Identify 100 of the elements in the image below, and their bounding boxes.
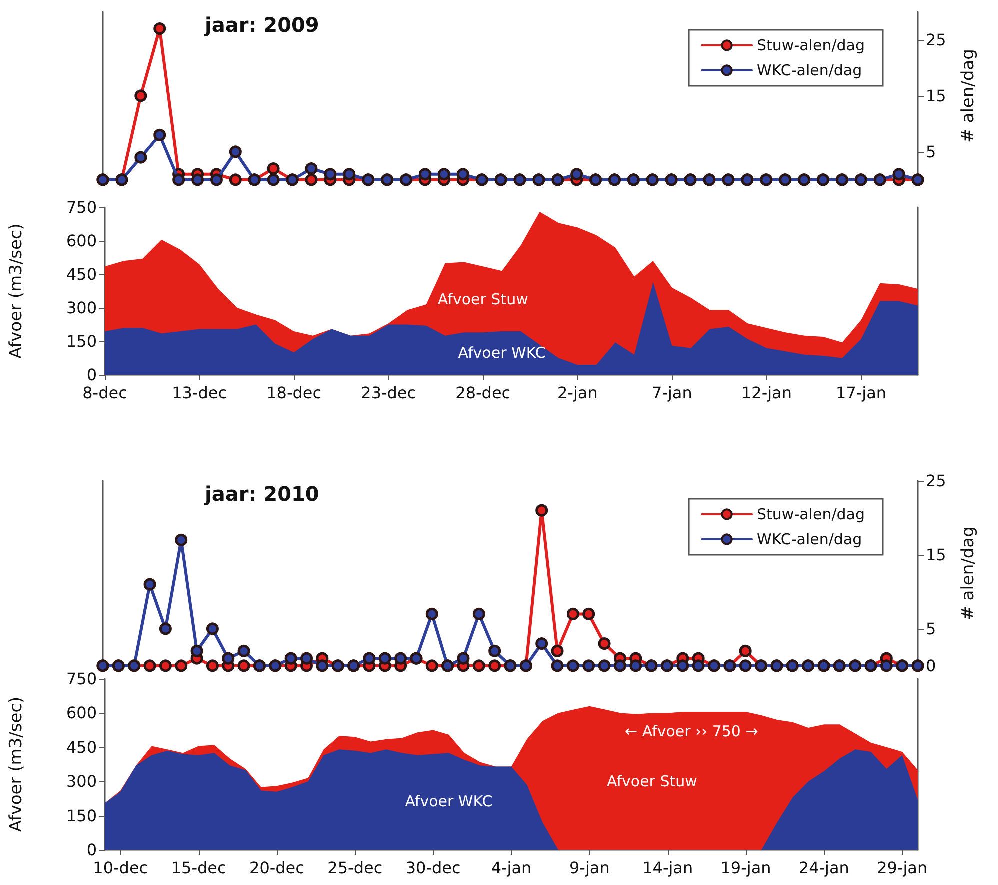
- point: [154, 128, 166, 142]
- y-tick-label: 600: [66, 704, 97, 723]
- point: [488, 660, 502, 672]
- point: [267, 162, 280, 176]
- point: [134, 90, 148, 102]
- chart-title: jaar: 2009: [204, 13, 320, 37]
- chart-title: jaar: 2010: [204, 482, 320, 506]
- point: [175, 660, 188, 672]
- point: [598, 660, 611, 672]
- legend-label: WKC-alen/dag: [757, 62, 862, 80]
- point: [284, 652, 298, 665]
- point: [739, 660, 752, 672]
- x-tick-label: 17-jan: [836, 384, 887, 402]
- point: [267, 174, 280, 186]
- point: [892, 168, 906, 181]
- point: [582, 608, 596, 620]
- point: [426, 608, 438, 620]
- point: [551, 660, 564, 672]
- point: [154, 22, 166, 36]
- x-tick-label: 20-dec: [250, 858, 304, 878]
- y-tick-label: 750: [66, 198, 97, 217]
- x-tick-label: 25-dec: [328, 858, 383, 878]
- point: [229, 146, 242, 158]
- y-axis-title: # alen/dag: [958, 49, 978, 143]
- point: [676, 660, 690, 672]
- point: [210, 174, 223, 186]
- point: [378, 652, 392, 665]
- point: [172, 174, 186, 186]
- point: [206, 622, 219, 636]
- point: [536, 504, 548, 517]
- y-tick-label: 300: [66, 298, 97, 318]
- point: [175, 534, 188, 546]
- point: [305, 162, 318, 176]
- x-tick-label: 14-jan: [642, 858, 694, 878]
- point: [324, 168, 337, 181]
- point: [457, 652, 470, 665]
- point: [238, 660, 250, 672]
- point: [472, 608, 486, 620]
- y-axis-title: Afvoer (m3/sec): [6, 696, 26, 832]
- series-label: Afvoer Stuw: [438, 290, 528, 309]
- point: [418, 168, 432, 181]
- point: [305, 174, 318, 186]
- point: [222, 652, 235, 665]
- x-tick-label: 24-jan: [798, 858, 850, 878]
- y-axis-title: Afvoer (m3/sec): [6, 224, 26, 359]
- point: [570, 168, 584, 181]
- point: [488, 644, 502, 658]
- legend-label: Stuw-alen/dag: [757, 36, 866, 54]
- point: [739, 644, 752, 658]
- point: [394, 652, 408, 665]
- point: [880, 660, 893, 672]
- y-tick-label: 15: [926, 546, 946, 564]
- y-tick-label: 300: [66, 772, 97, 792]
- point: [192, 174, 204, 186]
- series-label: Afvoer Stuw: [607, 772, 698, 791]
- x-tick-label: 18-dec: [266, 384, 322, 402]
- x-tick-label: 30-dec: [406, 858, 461, 878]
- x-tick-label: 12-jan: [741, 384, 792, 402]
- y-tick-label: 450: [66, 738, 97, 757]
- point: [300, 652, 313, 665]
- x-tick-label: 29-jan: [877, 858, 928, 878]
- y-tick-label: 5: [926, 620, 936, 638]
- y-axis-title: # alen/dag: [958, 526, 978, 620]
- x-tick-label: 7-jan: [652, 384, 692, 402]
- x-tick-label: 10-dec: [93, 858, 148, 878]
- point: [316, 660, 329, 672]
- y-tick-label: 0: [86, 840, 97, 860]
- point: [206, 660, 219, 672]
- legend-label: Stuw-alen/dag: [757, 506, 866, 524]
- point: [582, 660, 596, 672]
- point: [551, 644, 564, 658]
- x-tick-label: 2-jan: [558, 384, 598, 402]
- point: [238, 644, 250, 658]
- y-tick-label: 600: [66, 232, 97, 250]
- point: [343, 168, 356, 181]
- point: [363, 652, 376, 665]
- y-tick-label: 750: [66, 670, 97, 688]
- point: [438, 168, 450, 181]
- y-tick-label: 25: [926, 30, 946, 50]
- x-tick-label: 4-jan: [491, 858, 532, 878]
- y-tick-label: 25: [926, 472, 946, 490]
- point: [144, 660, 156, 672]
- point: [472, 660, 486, 672]
- point: [159, 660, 172, 672]
- point: [692, 660, 705, 672]
- y-tick-label: 150: [66, 806, 97, 826]
- x-tick-label: 28-dec: [456, 384, 511, 402]
- series-label: Afvoer WKC: [405, 792, 493, 811]
- y-tick-label: 15: [926, 86, 946, 106]
- point: [614, 660, 626, 672]
- point: [456, 168, 470, 181]
- y-tick-label: 5: [926, 142, 936, 162]
- series-label: Afvoer WKC: [458, 344, 546, 362]
- point: [190, 644, 204, 658]
- point: [566, 608, 580, 620]
- point: [229, 174, 242, 186]
- x-tick-label: 23-dec: [361, 384, 416, 402]
- y-tick-label: 0: [86, 366, 97, 384]
- x-tick-label: 15-dec: [171, 858, 226, 878]
- point: [630, 660, 642, 672]
